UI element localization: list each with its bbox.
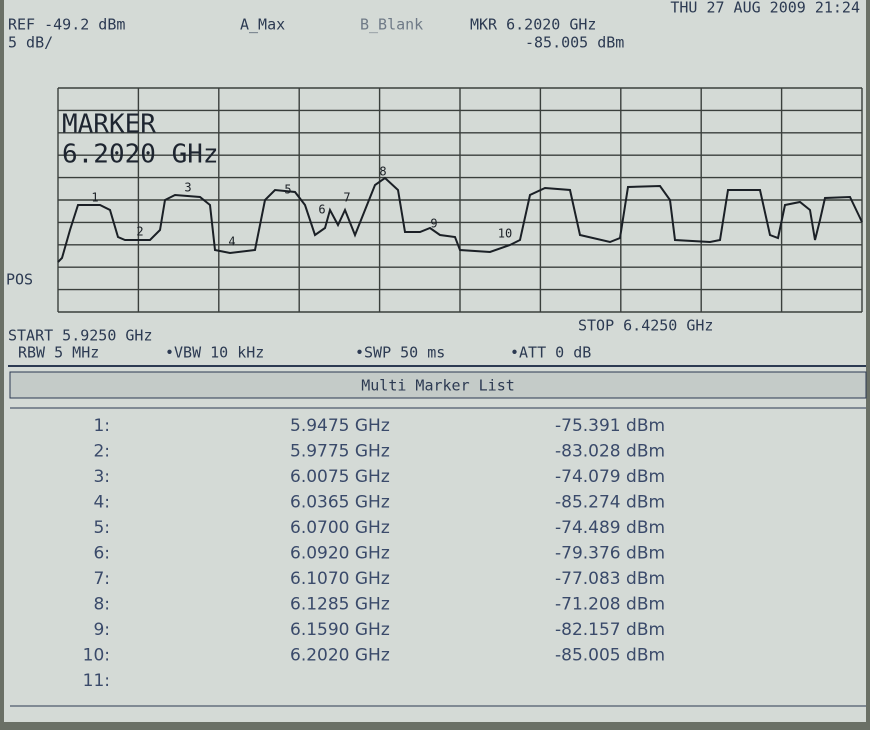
marker-freq-cell: 5.9775 GHz	[290, 442, 390, 462]
marker-freq: MKR 6.2020 GHz	[470, 16, 596, 34]
marker-level-cell: -82.157 dBm	[555, 620, 665, 640]
marker-level-cell: -71.208 dBm	[555, 595, 665, 615]
marker-level-cell: -74.489 dBm	[555, 518, 665, 538]
trace-b: B_Blank	[360, 16, 423, 34]
marker-freq-cell: 6.1285 GHz	[290, 595, 390, 615]
marker-label: 4	[228, 235, 235, 249]
annotation-title: MARKER	[62, 110, 156, 140]
marker-number: 2:	[93, 442, 110, 462]
marker-freq-cell: 6.0920 GHz	[290, 544, 390, 564]
sweep: •SWP 50 ms	[355, 344, 445, 362]
attenuation: •ATT 0 dB	[510, 344, 591, 362]
marker-level-cell: -79.376 dBm	[555, 544, 665, 564]
marker-label: 1	[91, 191, 98, 205]
marker-level-cell: -74.079 dBm	[555, 467, 665, 487]
rbw: RBW 5 MHz	[18, 344, 99, 362]
marker-label: 7	[343, 191, 350, 205]
marker-freq-cell: 6.0075 GHz	[290, 467, 390, 487]
marker-number: 8:	[93, 595, 110, 615]
trace-a: A_Max	[240, 16, 285, 34]
marker-number: 7:	[93, 569, 110, 589]
marker-number: 4:	[93, 493, 110, 513]
marker-freq-cell: 6.1070 GHz	[290, 569, 390, 589]
marker-label: 3	[184, 181, 191, 195]
marker-number: 9:	[93, 620, 110, 640]
stop-freq: STOP 6.4250 GHz	[578, 317, 713, 335]
marker-label: 5	[284, 183, 291, 197]
pos-label: POS	[6, 271, 33, 289]
marker-label: 8	[379, 165, 386, 179]
marker-number: 6:	[93, 544, 110, 564]
marker-label: 9	[430, 217, 437, 231]
marker-label: 2	[136, 225, 143, 239]
marker-level-cell: -85.274 dBm	[555, 493, 665, 513]
marker-number: 11:	[83, 671, 110, 691]
ref-level: REF -49.2 dBm	[8, 16, 125, 34]
table-title: Multi Marker List	[361, 377, 515, 395]
marker-level-cell: -85.005 dBm	[555, 646, 665, 666]
marker-freq-cell: 6.1590 GHz	[290, 620, 390, 640]
analyzer-screen: THU 27 AUG 2009 21:24 REF -49.2 dBm 5 dB…	[0, 0, 870, 730]
start-freq: START 5.9250 GHz	[8, 327, 153, 345]
marker-freq-cell: 6.0365 GHz	[290, 493, 390, 513]
marker-level-cell: -77.083 dBm	[555, 569, 665, 589]
marker-level-cell: -75.391 dBm	[555, 416, 665, 436]
marker-freq-cell: 6.2020 GHz	[290, 646, 390, 666]
marker-number: 1:	[93, 416, 110, 436]
scale: 5 dB/	[8, 34, 53, 52]
marker-label: 6	[318, 203, 325, 217]
marker-freq-cell: 6.0700 GHz	[290, 518, 390, 538]
marker-number: 5:	[93, 518, 110, 538]
marker-freq-cell: 5.9475 GHz	[290, 416, 390, 436]
marker-number: 10:	[83, 646, 110, 666]
marker-label: 10	[498, 227, 512, 241]
marker-level: -85.005 dBm	[525, 34, 624, 52]
marker-number: 3:	[93, 467, 110, 487]
marker-level-cell: -83.028 dBm	[555, 442, 665, 462]
annotation-freq: 6.2020 GHz	[62, 140, 219, 170]
datetime: THU 27 AUG 2009 21:24	[670, 0, 860, 17]
vbw: •VBW 10 kHz	[165, 344, 264, 362]
